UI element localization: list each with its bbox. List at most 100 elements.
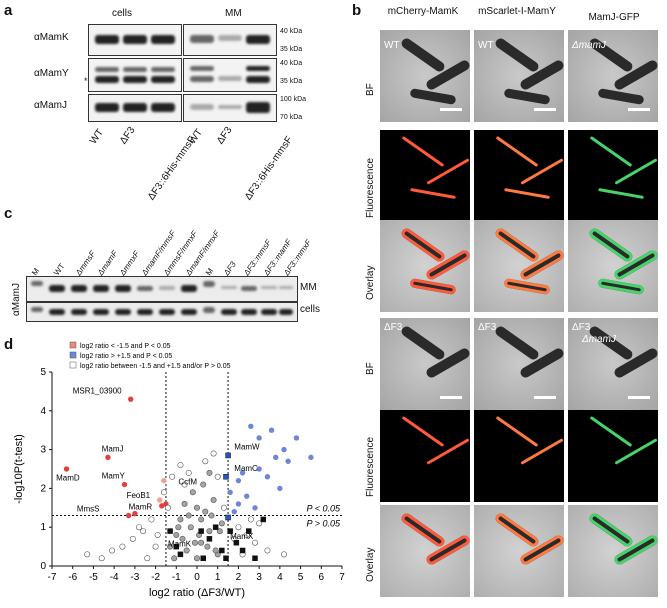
fluorescent-cell (598, 188, 644, 199)
row-label-fluor-bottom: Fluorescence (365, 436, 376, 497)
data-point (212, 547, 219, 554)
data-point (235, 477, 242, 484)
legend-label: log2 ratio > +1.5 and P < 0.05 (80, 353, 172, 360)
strain-label-df3-1: ΔF3 (384, 322, 403, 333)
data-point (140, 528, 147, 535)
data-point (308, 454, 314, 461)
x-tick-label: 6 (319, 572, 325, 583)
data-point (119, 543, 126, 550)
strain-label-dmamj: ΔmamJ (572, 40, 606, 51)
bacterial-cell (399, 324, 447, 362)
data-point (235, 524, 242, 531)
data-point (161, 477, 167, 484)
col-label-mcherry-mamk: mCherry-MamK (387, 6, 459, 17)
blot-mm-mamy (183, 58, 277, 92)
x-tick-label: -4 (110, 572, 119, 583)
marker-100: 100 kDa (280, 96, 307, 103)
data-point (214, 473, 221, 480)
micrograph-r3-c0 (380, 318, 470, 410)
data-point (223, 555, 229, 561)
annotation-label: MamC (234, 464, 258, 473)
data-point (98, 555, 105, 562)
data-point (63, 466, 70, 472)
bacterial-cell (587, 511, 635, 549)
data-point (239, 470, 246, 476)
data-point (264, 474, 271, 480)
annotation-label: MamW (234, 443, 260, 452)
lane-a-comp-1: ΔF3::6His-mmsF (146, 134, 199, 203)
x-tick-label: 0 (194, 572, 200, 583)
legend-swatch (69, 341, 77, 349)
annotation-label: FeoB1 (127, 491, 151, 500)
data-point (225, 452, 231, 459)
x-tick-label: 3 (256, 572, 262, 583)
x-tick-label: -6 (68, 572, 77, 583)
data-point (129, 535, 136, 542)
data-point (198, 539, 205, 546)
col-label-mscarlet-mamy: mScarlet-I-MamY (478, 6, 556, 17)
data-point (212, 524, 219, 530)
data-point (105, 454, 111, 461)
data-point (136, 524, 143, 531)
bacterial-cell (493, 36, 541, 74)
x-tick-label: 1 (215, 572, 221, 583)
row-label-fluor-top: Fluorescence (365, 157, 376, 218)
row-label-mamj: αMamJ (34, 100, 68, 111)
lane-label-c-3: ΔmamF (96, 249, 120, 278)
bacterial-cell (597, 278, 645, 295)
annotation-label: MmsS (77, 505, 100, 514)
annotation-label: MamX (230, 532, 254, 541)
row-label-bf-bottom: BF (365, 362, 376, 375)
micrograph-r3-c2 (568, 318, 658, 410)
data-point (268, 427, 275, 433)
bacterial-cell (597, 88, 645, 105)
data-point (191, 539, 198, 546)
scale-bar (440, 396, 462, 399)
micrograph-r1-c1 (474, 130, 564, 222)
data-point (154, 531, 161, 538)
data-point (171, 555, 178, 562)
lane-a-comp-2: ΔF3::6His-mmsF (243, 134, 296, 203)
fluorescent-cell (426, 158, 470, 185)
x-tick-label: 7 (339, 572, 345, 583)
panel-letter-d: d (4, 336, 14, 353)
data-point (165, 504, 172, 511)
data-point (273, 454, 279, 461)
data-point (247, 516, 254, 523)
data-point (239, 547, 246, 554)
lane-label-c-4: ΔmmxF (118, 249, 142, 278)
row-label-c-mm: MM (300, 282, 317, 293)
row-label-mamk: αMamK (34, 32, 69, 43)
data-point (121, 481, 128, 488)
annotation-label: CcfM (178, 478, 197, 487)
fluorescent-cell (495, 135, 539, 168)
strain-label-wt-2: WT (478, 40, 494, 51)
x-tick-label: -3 (130, 572, 139, 583)
data-point (198, 516, 205, 523)
fluorescent-cell (504, 188, 550, 199)
blot-c-cells (26, 302, 298, 322)
data-point (264, 547, 271, 554)
blot-c-mm (26, 276, 298, 302)
data-point (179, 535, 186, 542)
blot-mm-mamj (183, 94, 277, 122)
data-point (173, 543, 180, 550)
antibody-label-c: αMamJ (11, 282, 22, 316)
fluorescent-cell (614, 438, 658, 465)
x-tick-label: 4 (277, 572, 283, 583)
annotation-label: MSR1_03900 (73, 386, 122, 395)
x-tick-label: -5 (89, 572, 98, 583)
legend-swatch (69, 361, 77, 369)
data-point (175, 524, 182, 531)
annotation-label: MamR (129, 503, 153, 512)
legend-label: log2 ratio between -1.5 and +1.5 and/or … (80, 363, 231, 370)
data-point (252, 555, 258, 561)
data-point (248, 423, 254, 430)
micrograph-r4-c1 (474, 410, 564, 502)
data-point (204, 543, 211, 550)
bacterial-cell (493, 324, 541, 362)
micrograph-r2-c0 (380, 220, 470, 312)
asterisk-left: * (84, 76, 88, 86)
data-point (293, 435, 300, 441)
bacterial-cell (493, 511, 541, 549)
